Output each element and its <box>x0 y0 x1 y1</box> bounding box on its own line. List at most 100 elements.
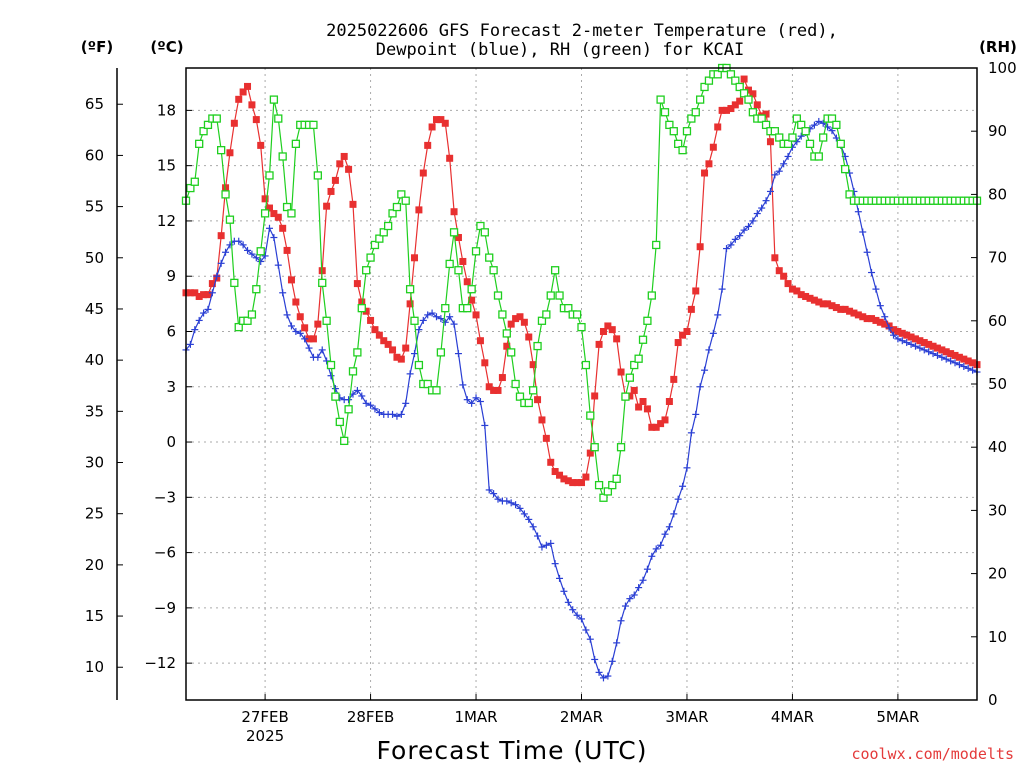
temperature-point <box>591 392 599 400</box>
dewpoint-point <box>217 259 225 267</box>
temperature-point <box>226 149 234 157</box>
dewpoint-point <box>191 326 199 334</box>
rh-point <box>788 133 797 142</box>
dewpoint-point <box>459 381 467 389</box>
rh-point <box>190 177 199 186</box>
temperature-point <box>925 340 933 348</box>
dewpoint-point <box>428 309 436 317</box>
dewpoint-point <box>740 226 748 234</box>
rh-point <box>630 360 639 370</box>
dewpoint-point <box>538 543 546 551</box>
dewpoint-point <box>516 504 524 512</box>
dewpoint-point <box>969 366 977 374</box>
rh-point <box>243 316 252 325</box>
celsius-tick-label: 6 <box>166 322 176 340</box>
temperature-point <box>292 298 300 306</box>
rh-tick-label: 20 <box>988 565 1007 583</box>
celsius-tick-label: 0 <box>166 433 176 451</box>
temperature-point <box>876 318 884 326</box>
credit-link[interactable]: coolwx.com/modelts <box>851 745 1014 763</box>
rh-point <box>230 278 239 288</box>
rh-point <box>638 335 648 344</box>
temperature-point <box>450 208 458 216</box>
dewpoint-point <box>731 235 739 243</box>
temperature-point <box>353 280 361 288</box>
rh-point <box>572 310 582 319</box>
rh-point <box>739 89 749 98</box>
temperature-point <box>771 254 779 262</box>
temperature-point <box>362 307 370 315</box>
dewpoint-point <box>736 232 744 240</box>
dewpoint-point <box>542 541 550 549</box>
rh-point <box>819 133 828 142</box>
temperature-point <box>327 187 335 195</box>
dewpoint-point <box>608 657 616 665</box>
temperature-point <box>556 471 564 479</box>
dewpoint-point <box>925 348 933 356</box>
dewpoint-point <box>283 311 291 319</box>
series-dewpoint <box>182 117 981 682</box>
temperature-point <box>538 416 546 424</box>
dewpoint-point <box>564 598 572 606</box>
temperature-point <box>375 331 383 339</box>
temperature-point <box>920 339 928 347</box>
dewpoint-point <box>920 346 928 354</box>
dewpoint-point <box>529 523 537 531</box>
celsius-unit-label: (ºC) <box>150 38 183 56</box>
rh-point <box>652 240 661 250</box>
temperature-point <box>415 206 423 214</box>
dewpoint-point <box>780 160 788 168</box>
temperature-point <box>301 324 309 332</box>
rh-point <box>603 487 613 496</box>
temperature-point <box>969 359 977 367</box>
dewpoint-point <box>534 532 542 540</box>
rh-point <box>221 190 230 199</box>
dewpoint-point <box>749 217 757 225</box>
x-tick-label: 3MAR <box>665 708 708 726</box>
temperature-point <box>454 234 462 242</box>
temperature-point <box>340 152 348 160</box>
dewpoint-point <box>226 241 234 249</box>
temperature-point <box>630 386 638 394</box>
temperature-point <box>890 326 898 334</box>
rh-point <box>441 304 450 313</box>
rh-point <box>498 310 507 319</box>
temperature-point <box>287 276 295 284</box>
dewpoint-point <box>353 386 361 394</box>
fahrenheit-tick-label: 30 <box>85 454 104 472</box>
dewpoint-point <box>617 617 625 625</box>
temperature-point <box>222 184 230 192</box>
celsius-tick-label: −9 <box>154 599 176 617</box>
temperature-point <box>516 313 524 321</box>
temperature-point <box>951 351 959 359</box>
dewpoint-point <box>661 530 669 538</box>
temperature-point <box>815 298 823 306</box>
temperature-point <box>208 280 216 288</box>
temperature-point <box>784 280 792 288</box>
dewpoint-point <box>591 655 599 663</box>
dewpoint-point <box>415 326 423 334</box>
rh-point <box>805 139 815 148</box>
temperature-point <box>863 315 871 323</box>
dewpoint-point <box>287 322 295 330</box>
dewpoint-point <box>762 197 770 205</box>
x-tick-label: 5MAR <box>876 708 919 726</box>
temperature-point <box>507 320 515 328</box>
dewpoint-point <box>512 501 520 509</box>
rh-point <box>550 266 560 275</box>
temperature-point <box>331 176 339 184</box>
rh-point <box>436 348 446 357</box>
dewpoint-point <box>411 350 419 358</box>
temperature-point <box>692 287 700 295</box>
dewpoint-point <box>481 421 489 429</box>
temperature-point <box>424 141 432 149</box>
dewpoint-point <box>657 541 665 549</box>
dewpoint-point <box>775 167 783 175</box>
temperature-point <box>397 355 405 363</box>
dewpoint-point <box>520 510 528 518</box>
rh-point <box>247 310 257 319</box>
rh-point <box>493 291 503 300</box>
temperature-point <box>744 86 752 94</box>
dewpoint-point <box>639 576 647 584</box>
dewpoint-point <box>613 639 621 647</box>
